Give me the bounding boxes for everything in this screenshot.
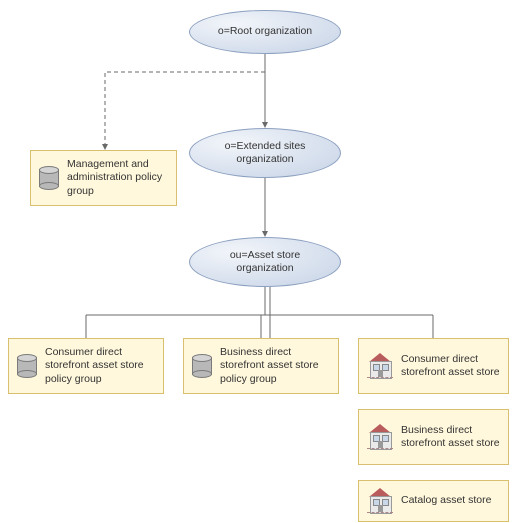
node-label: Catalog asset store — [401, 494, 500, 507]
node-asset-store-organization: ou=Asset store organization — [189, 237, 341, 287]
node-label: Business direct storefront asset store — [401, 424, 500, 450]
node-catalog-asset-store: Catalog asset store — [358, 480, 509, 522]
node-label: Consumer direct storefront asset store p… — [45, 346, 155, 385]
store-icon — [367, 488, 393, 514]
node-management-policy-group: Management and administration policy gro… — [30, 150, 177, 206]
node-label: Business direct storefront asset store p… — [220, 346, 330, 385]
node-consumer-direct-policy-group: Consumer direct storefront asset store p… — [8, 338, 164, 394]
node-root-organization: o=Root organization — [189, 10, 341, 54]
node-business-direct-asset-store: Business direct storefront asset store — [358, 409, 509, 465]
org-diagram: o=Root organization o=Extended sites org… — [0, 0, 519, 523]
node-label: Management and administration policy gro… — [67, 158, 168, 197]
node-extended-sites-organization: o=Extended sites organization — [189, 128, 341, 178]
node-label: ou=Asset store organization — [202, 249, 328, 275]
node-consumer-direct-asset-store: Consumer direct storefront asset store — [358, 338, 509, 394]
cylinder-icon — [192, 354, 212, 378]
node-label: o=Root organization — [202, 25, 328, 38]
cylinder-icon — [39, 166, 59, 190]
cylinder-icon — [17, 354, 37, 378]
node-label: o=Extended sites organization — [202, 140, 328, 166]
store-icon — [367, 424, 393, 450]
node-label: Consumer direct storefront asset store — [401, 353, 500, 379]
node-business-direct-policy-group: Business direct storefront asset store p… — [183, 338, 339, 394]
store-icon — [367, 353, 393, 379]
